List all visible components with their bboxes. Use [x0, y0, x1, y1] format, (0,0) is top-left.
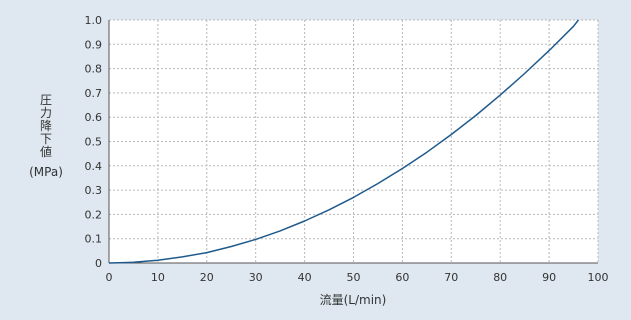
- y-tick-label-4: 0.4: [85, 160, 103, 173]
- x-tick-label-0: 0: [106, 271, 113, 284]
- x-tick-label-50: 50: [347, 271, 361, 284]
- y-axis-title-char-5: 値: [40, 144, 52, 159]
- x-tick-label-20: 20: [200, 271, 214, 284]
- x-tick-label-30: 30: [249, 271, 263, 284]
- x-tick-label-80: 80: [493, 271, 507, 284]
- x-tick-label-70: 70: [444, 271, 458, 284]
- x-tick-label-90: 90: [542, 271, 556, 284]
- grid-lines: [109, 19, 599, 263]
- y-tick-label-7: 0.7: [85, 87, 103, 100]
- x-axis-title: 流量(L/min): [320, 293, 387, 307]
- y-tick-label-10: 1.0: [85, 14, 103, 27]
- y-tick-label-0: 0: [95, 257, 102, 270]
- x-tick-labels: 0 10 20 30 40 50 60 70 80 90 100: [106, 271, 609, 284]
- y-tick-label-5: 0.5: [85, 136, 103, 149]
- y-tick-label-3: 0.3: [85, 184, 103, 197]
- y-tick-labels: 0 0.1 0.2 0.3 0.4 0.5 0.6 0.7 0.8 0.9 1.0: [85, 14, 103, 270]
- y-tick-label-9: 0.9: [85, 38, 103, 51]
- y-axis-title: 圧 力 降 下 値 (MPa): [29, 93, 63, 179]
- x-tick-label-10: 10: [151, 271, 165, 284]
- y-tick-label-6: 0.6: [85, 111, 103, 124]
- y-tick-label-1: 0.1: [85, 233, 103, 246]
- y-axis-title-char-4: 下: [40, 132, 52, 146]
- y-axis-title-char-2: 力: [40, 106, 52, 120]
- y-axis-title-char-3: 降: [40, 119, 52, 133]
- y-tick-label-2: 0.2: [85, 208, 103, 221]
- y-tick-label-8: 0.8: [85, 63, 103, 76]
- series-group: [108, 19, 579, 264]
- series-line-0: [108, 19, 579, 264]
- x-tick-label-40: 40: [298, 271, 312, 284]
- x-tick-label-100: 100: [588, 271, 609, 284]
- y-axis-title-char-1: 圧: [40, 93, 52, 107]
- y-axis-title-unit: (MPa): [29, 165, 63, 179]
- x-tick-label-60: 60: [395, 271, 409, 284]
